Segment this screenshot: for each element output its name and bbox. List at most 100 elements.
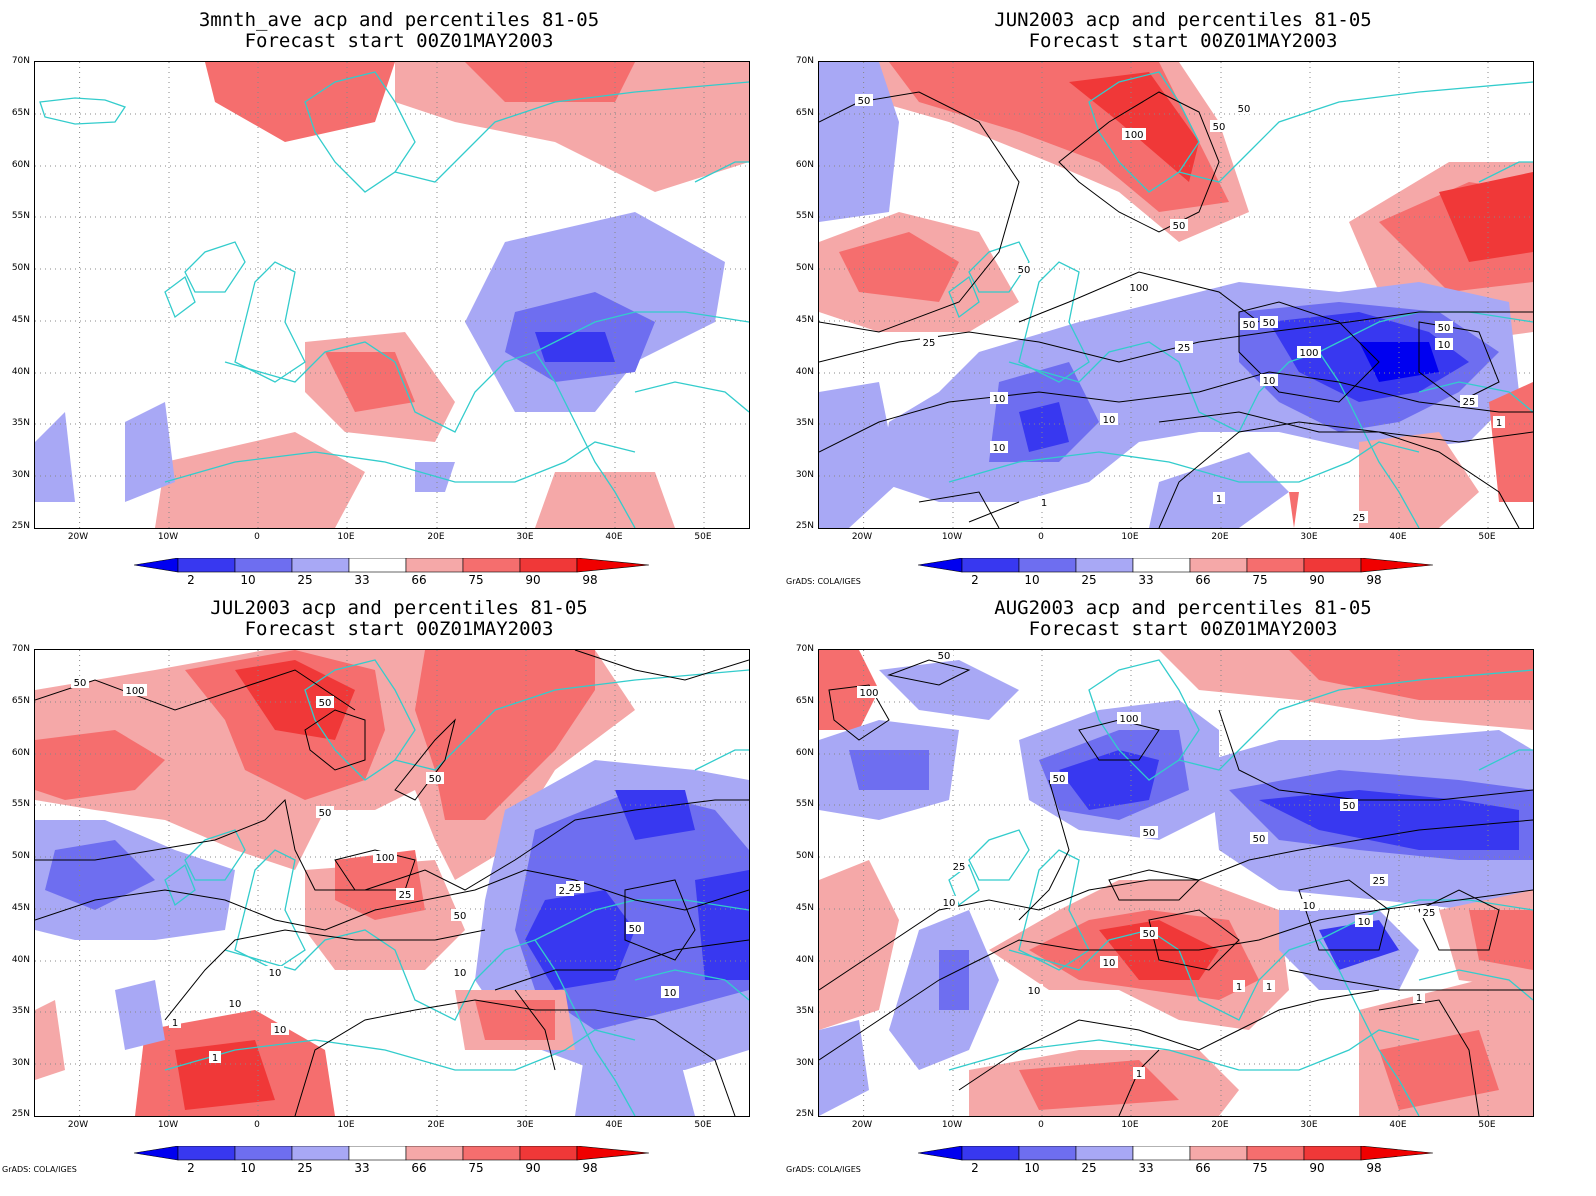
lat-label: 45N (11, 315, 30, 325)
colorbar-label: 90 (525, 573, 541, 587)
panel-title-line1: JUL2003 acp and percentiles 81-05 (210, 597, 588, 619)
contour-label-box (1250, 832, 1268, 844)
lon-label: 20E (1211, 532, 1229, 542)
contour-label: 10 (269, 968, 282, 979)
colorbar-label: 66 (1195, 1161, 1211, 1175)
contour-label-box (1127, 281, 1151, 293)
contour-label-box (1140, 927, 1158, 939)
lat-label: 60N (11, 160, 30, 170)
lat-label: 65N (11, 696, 30, 706)
lat-label: 50N (795, 851, 814, 861)
contour-label-box (1122, 128, 1146, 140)
contour-label-box (1170, 219, 1188, 231)
contour-label-box (1175, 341, 1193, 353)
contour-lines (35, 650, 749, 1116)
contour-label: 10 (1263, 376, 1276, 387)
colorbar-label: 2 (187, 573, 195, 587)
colorbar-label: 2 (971, 1161, 979, 1175)
contour-label: 1 (1216, 494, 1222, 505)
lon-label: 20E (427, 1120, 445, 1130)
colorbar-label: 66 (411, 573, 427, 587)
contour-label: 25 (569, 883, 582, 894)
colorbar-label: 33 (1138, 1161, 1154, 1175)
coastlines (164, 659, 749, 1116)
lat-label: 55N (11, 211, 30, 221)
panel-title-line2: Forecast start 00Z01MAY2003 (244, 618, 554, 640)
contour-label-box (855, 94, 873, 106)
grid-lines (35, 650, 749, 1116)
contour-label-box (990, 441, 1008, 453)
lat-label: 40N (795, 955, 814, 965)
contour-label-box (1435, 338, 1453, 350)
contour-lines (819, 91, 1533, 528)
lon-label: 40E (1389, 1120, 1407, 1130)
contour-labels: 50 100 100 50 50 50 50 25 50 10 10 25 10 1 10 10 1 1 25 1 (857, 650, 1438, 1080)
contour-label-box (1340, 799, 1358, 811)
contour-label: 10 (1303, 901, 1316, 912)
colorbar-label: 75 (468, 573, 484, 587)
colorbar-label: 75 (1252, 573, 1268, 587)
contour-label-box (990, 392, 1008, 404)
contour-label: 10 (664, 988, 677, 999)
contour-label: 10 (1028, 986, 1041, 997)
contour-label: 1 (1236, 982, 1242, 993)
map-area: 50 100 100 50 50 50 50 25 50 10 10 25 10 1 10 10 1 1 25 1 (818, 649, 1534, 1117)
contour-label: 100 (375, 853, 394, 864)
contour-label-box (1240, 318, 1258, 330)
coastlines (39, 71, 749, 528)
colorbar-label: 2 (187, 1161, 195, 1175)
lat-label: 35N (11, 1006, 30, 1016)
lat-label: 35N (795, 1006, 814, 1016)
contour-label: 10 (1103, 958, 1116, 969)
contour-label: 10 (229, 999, 242, 1010)
colorbar-label: 66 (1195, 573, 1211, 587)
contour-label-box (451, 909, 469, 921)
contour-label: 1 (1496, 418, 1502, 429)
lon-label: 0 (1038, 1120, 1044, 1130)
contour-label: 50 (429, 774, 442, 785)
lat-label: 30N (11, 1058, 30, 1068)
colorbar-label: 25 (297, 573, 313, 587)
credit-text: GrADS: COLA/IGES (786, 577, 861, 586)
colorbar-label: 25 (297, 1161, 313, 1175)
contour-label: 25 (953, 862, 966, 873)
contour-lines (819, 659, 1533, 1116)
colorbar-label: 90 (1309, 573, 1325, 587)
colorbar-label: 66 (411, 1161, 427, 1175)
lon-label: 30E (516, 532, 534, 542)
lon-label: 0 (1038, 532, 1044, 542)
contour-label-box (1038, 496, 1050, 508)
contour-label-box (209, 1051, 221, 1063)
contour-label: 50 (1438, 323, 1451, 334)
lon-label: 50E (1478, 532, 1496, 542)
contour-label: 1 (172, 1018, 178, 1029)
contour-label-box (920, 336, 938, 348)
contour-label: 25 (923, 338, 936, 349)
lon-label: 10W (941, 1120, 963, 1130)
contour-label: 100 (859, 688, 878, 699)
contour-label-box (271, 1023, 289, 1035)
colorbar-label: 33 (354, 1161, 370, 1175)
colorbar-label: 25 (1081, 1161, 1097, 1175)
contour-label-box (1133, 1067, 1145, 1079)
grid-lines (819, 650, 1533, 1116)
contour-label-box (1355, 915, 1373, 927)
lon-label: 50E (1478, 1120, 1496, 1130)
contour-label-box (123, 684, 147, 696)
colorbar-label: 98 (1366, 1161, 1382, 1175)
contour-label-box (857, 686, 881, 698)
contour-label: 50 (1053, 774, 1066, 785)
contour-label-box (1050, 772, 1068, 784)
contour-label-box (566, 881, 584, 893)
contour-label: 25 (1373, 876, 1386, 887)
contour-label: 25 (1353, 513, 1366, 524)
lat-label: 40N (11, 955, 30, 965)
colorbar-label: 90 (525, 1161, 541, 1175)
contour-label-box (1210, 120, 1228, 132)
contour-label: 50 (1238, 104, 1251, 115)
contour-label: 50 (74, 678, 87, 689)
lat-label: 50N (795, 263, 814, 273)
contour-label-box (373, 851, 397, 863)
contour-label: 100 (1124, 130, 1143, 141)
